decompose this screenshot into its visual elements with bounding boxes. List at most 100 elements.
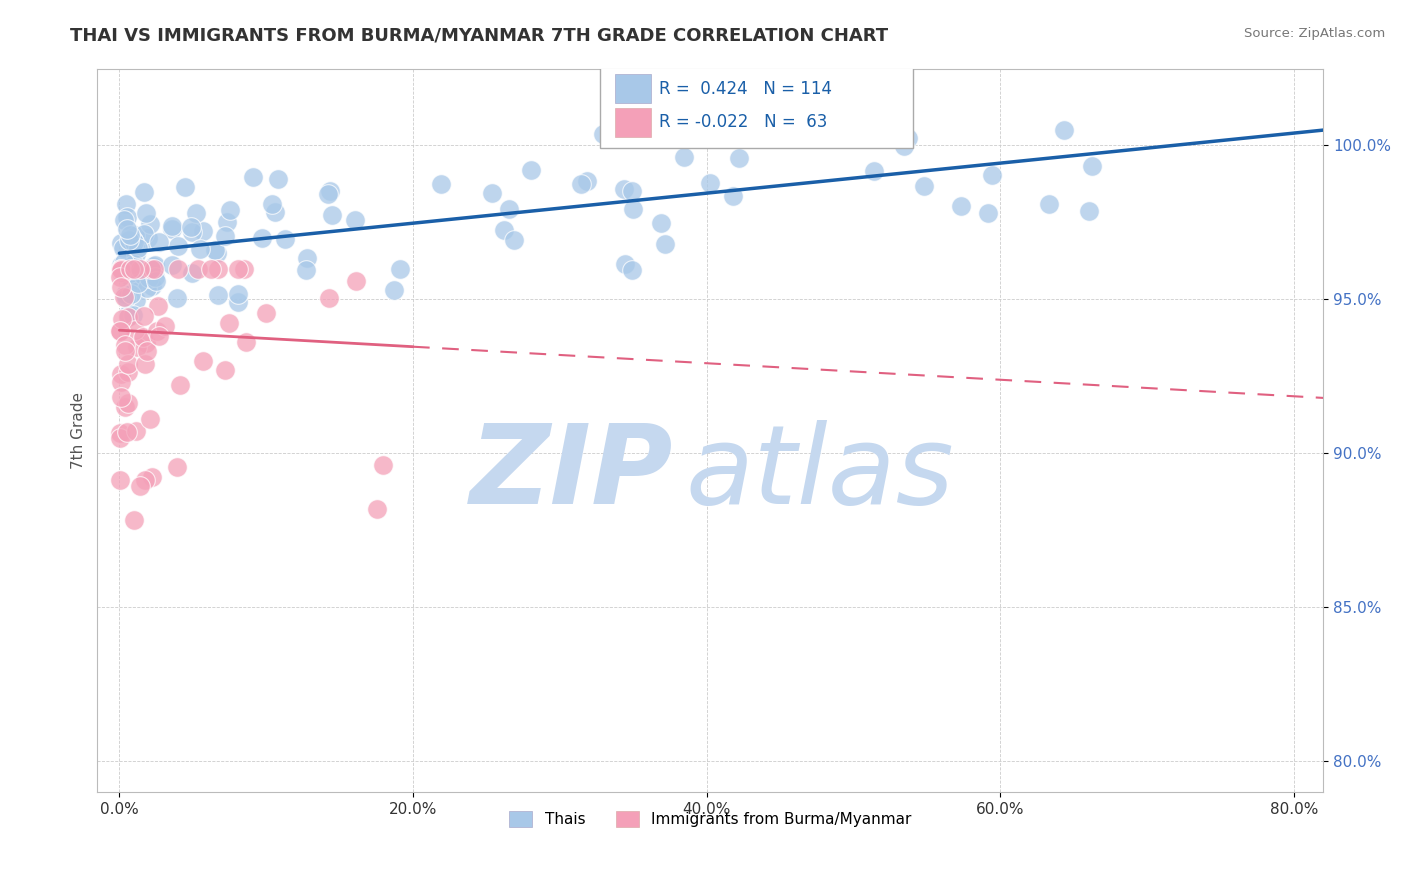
Text: atlas: atlas bbox=[686, 420, 955, 527]
Point bbox=[343, 213, 366, 227]
Point bbox=[162, 221, 184, 235]
Point bbox=[138, 411, 160, 425]
Point bbox=[134, 473, 156, 487]
Point bbox=[125, 273, 148, 287]
Point bbox=[981, 168, 1004, 182]
Point bbox=[125, 425, 148, 439]
Point bbox=[232, 261, 254, 276]
Point bbox=[481, 186, 503, 200]
Point bbox=[117, 365, 139, 379]
Point bbox=[254, 306, 277, 320]
Point bbox=[273, 232, 295, 246]
Point bbox=[115, 210, 138, 224]
Point bbox=[108, 473, 131, 487]
Point bbox=[122, 257, 145, 271]
FancyBboxPatch shape bbox=[614, 108, 651, 136]
Point bbox=[520, 162, 543, 177]
Point bbox=[110, 235, 132, 250]
Point bbox=[167, 239, 190, 253]
Point bbox=[297, 251, 319, 265]
Point bbox=[145, 324, 167, 338]
Point bbox=[118, 228, 141, 243]
Point bbox=[207, 288, 229, 302]
Point bbox=[193, 224, 215, 238]
Point bbox=[146, 299, 169, 313]
Point bbox=[108, 324, 131, 338]
Point bbox=[344, 274, 367, 288]
Point bbox=[267, 172, 290, 186]
Point bbox=[699, 176, 721, 190]
Point bbox=[127, 241, 149, 255]
Point bbox=[114, 259, 136, 273]
Point bbox=[132, 227, 155, 242]
Point bbox=[214, 228, 236, 243]
Point bbox=[218, 316, 240, 330]
Point bbox=[180, 219, 202, 234]
Point bbox=[319, 184, 342, 198]
Point bbox=[124, 323, 146, 337]
Point bbox=[169, 377, 191, 392]
Point bbox=[124, 228, 146, 243]
Point bbox=[110, 391, 132, 405]
Point bbox=[136, 230, 159, 244]
Point bbox=[613, 181, 636, 195]
Point bbox=[110, 280, 132, 294]
Point bbox=[114, 344, 136, 359]
Point bbox=[228, 261, 250, 276]
Point bbox=[121, 308, 143, 322]
Point bbox=[721, 189, 744, 203]
Point bbox=[111, 312, 134, 326]
Text: Source: ZipAtlas.com: Source: ZipAtlas.com bbox=[1244, 27, 1385, 40]
Point bbox=[214, 362, 236, 376]
Point bbox=[950, 199, 973, 213]
Point bbox=[728, 151, 751, 165]
Point bbox=[166, 459, 188, 474]
Point bbox=[166, 291, 188, 305]
Point bbox=[111, 242, 134, 256]
Point bbox=[121, 238, 143, 252]
Point bbox=[110, 262, 132, 277]
Point bbox=[122, 513, 145, 527]
Point bbox=[124, 239, 146, 253]
Point bbox=[148, 328, 170, 343]
Point bbox=[122, 261, 145, 276]
Point bbox=[174, 180, 197, 194]
Point bbox=[118, 263, 141, 277]
Point bbox=[110, 367, 132, 381]
Point bbox=[184, 206, 207, 220]
Point bbox=[143, 258, 166, 272]
Point bbox=[200, 261, 222, 276]
Point bbox=[371, 458, 394, 472]
Point bbox=[142, 259, 165, 273]
Point bbox=[134, 357, 156, 371]
Point bbox=[115, 291, 138, 305]
Point bbox=[129, 479, 152, 493]
Point bbox=[145, 274, 167, 288]
Point bbox=[143, 270, 166, 285]
Text: R =  0.424   N = 114: R = 0.424 N = 114 bbox=[659, 79, 832, 98]
Point bbox=[122, 235, 145, 249]
Point bbox=[114, 400, 136, 414]
Point bbox=[893, 138, 915, 153]
Point bbox=[128, 266, 150, 280]
Point bbox=[141, 279, 163, 293]
Point bbox=[592, 127, 614, 141]
Point bbox=[187, 261, 209, 276]
Point bbox=[389, 262, 412, 277]
Point bbox=[120, 261, 142, 276]
Text: R = -0.022   N =  63: R = -0.022 N = 63 bbox=[659, 113, 827, 131]
Point bbox=[897, 131, 920, 145]
Point bbox=[321, 208, 343, 222]
Point bbox=[110, 265, 132, 279]
Point bbox=[141, 469, 163, 483]
Point bbox=[1053, 123, 1076, 137]
Point bbox=[217, 215, 239, 229]
Point bbox=[139, 217, 162, 231]
Point bbox=[264, 204, 287, 219]
Point bbox=[128, 261, 150, 276]
Point bbox=[623, 202, 645, 217]
Y-axis label: 7th Grade: 7th Grade bbox=[72, 392, 86, 468]
Text: ZIP: ZIP bbox=[470, 420, 673, 527]
Point bbox=[262, 197, 284, 211]
Point bbox=[135, 344, 157, 359]
